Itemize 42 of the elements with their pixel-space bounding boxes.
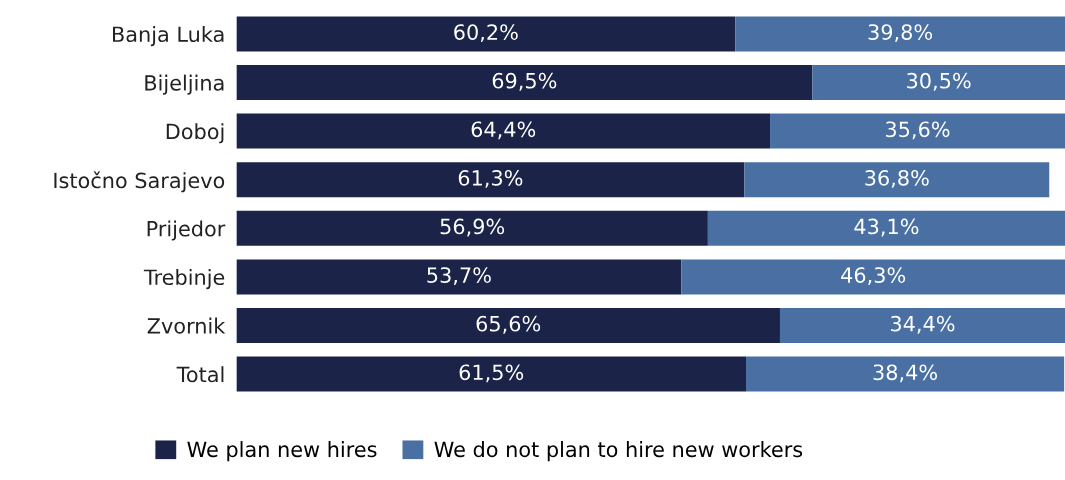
bar xyxy=(735,16,1065,52)
data-label: 34,4% xyxy=(890,315,955,334)
data-label: 61,5% xyxy=(459,364,524,383)
y-tick-label: Total xyxy=(176,366,224,383)
y-tick-label: Trebinje xyxy=(143,268,225,290)
legend-label: We do not plan to hire new workers xyxy=(434,441,803,462)
bar xyxy=(236,308,780,343)
data-label: 43,1% xyxy=(854,218,919,237)
bar xyxy=(236,65,813,100)
y-tick-label: Banja Luka xyxy=(113,25,224,47)
data-label: 53,7% xyxy=(427,267,491,286)
data-label: 60,2% xyxy=(454,24,518,43)
y-tick-label: Bijeljina xyxy=(145,74,224,95)
data-label: 65,6% xyxy=(476,315,541,334)
data-label: 56,9% xyxy=(440,218,505,237)
legend-label: We plan new hires xyxy=(187,441,377,462)
data-label: 61,3% xyxy=(458,169,523,188)
bar xyxy=(812,65,1065,100)
bar xyxy=(681,259,1065,295)
data-label: 39,8% xyxy=(868,24,933,43)
y-tick-label: Doboj xyxy=(166,123,224,144)
data-label: 69,5% xyxy=(492,72,557,91)
data-label: 46,3% xyxy=(841,267,906,286)
bar xyxy=(236,210,708,246)
data-label: 35,6% xyxy=(886,121,950,140)
data-label: 64,4% xyxy=(471,121,536,140)
bar xyxy=(236,356,746,392)
bar xyxy=(236,16,736,52)
bar xyxy=(744,162,1050,198)
y-tick-label: Zvornik xyxy=(147,317,226,334)
data-label: 38,4% xyxy=(873,364,938,383)
bar xyxy=(236,113,771,149)
y-tick-label: Prijedor xyxy=(147,220,226,241)
bar xyxy=(236,259,682,295)
bar xyxy=(779,308,1065,343)
bar xyxy=(707,210,1065,246)
bar xyxy=(770,113,1065,149)
data-label: 36,8% xyxy=(865,169,929,188)
y-tick-label: Istočno Sarajevo xyxy=(54,171,225,193)
data-label: 30,5% xyxy=(907,72,971,91)
bar xyxy=(236,162,745,198)
bar xyxy=(746,356,1065,392)
